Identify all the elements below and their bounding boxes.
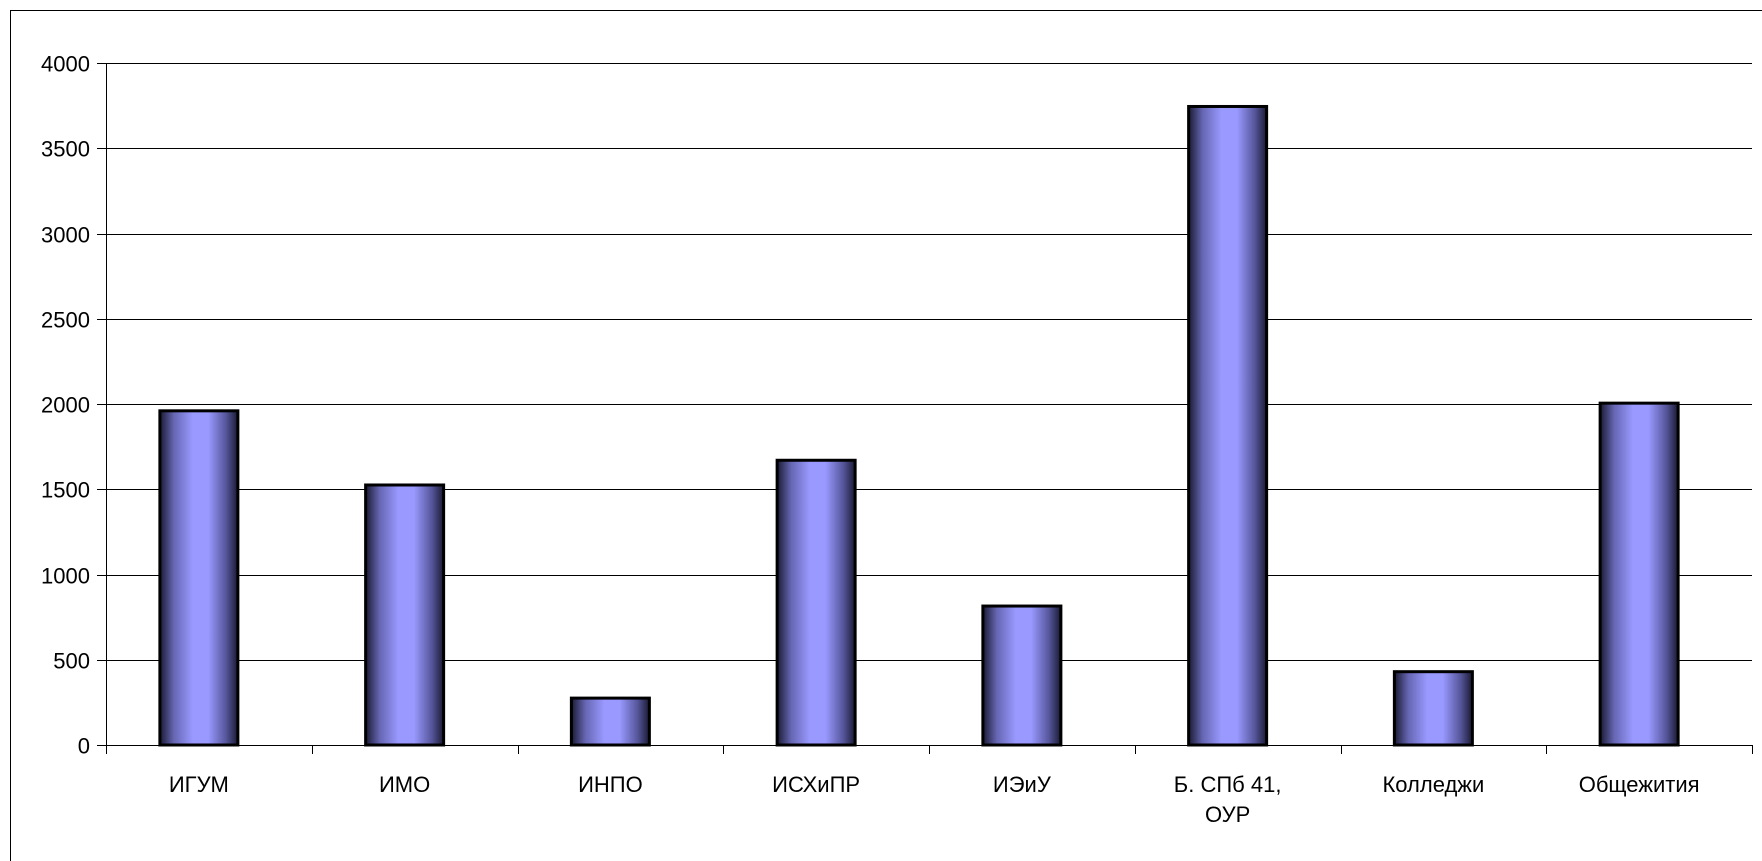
- x-tick-label: ОУР: [1205, 802, 1250, 827]
- bar-7: [1392, 670, 1474, 747]
- x-tick-label: Общежития: [1579, 772, 1700, 797]
- x-tick-label: ИЭиУ: [993, 772, 1052, 797]
- bars: [158, 104, 1680, 747]
- y-tick-label: 2000: [41, 393, 90, 418]
- bar-3: [569, 696, 651, 747]
- y-tick-label: 2500: [41, 308, 90, 333]
- bar-6: [1187, 104, 1269, 747]
- x-tick-label: ИСХиПР: [772, 772, 860, 797]
- x-tick-label: ИМО: [379, 772, 430, 797]
- x-tick-label: ИГУМ: [169, 772, 229, 797]
- x-tick-label: Колледжи: [1382, 772, 1484, 797]
- bar-1: [158, 409, 240, 747]
- x-tick-label: Б. СПб 41,: [1174, 772, 1282, 797]
- y-tick-labels: 0 500 1000 1500 2000 2500 3000 3500 4000: [41, 52, 90, 759]
- bar-5: [981, 604, 1063, 747]
- y-tick-label: 1500: [41, 478, 90, 503]
- bar-2: [364, 483, 446, 747]
- x-tick-labels: ИГУМ ИМО ИНПО ИСХиПР ИЭиУ Б. СПб 41, ОУР Коллед…: [169, 772, 1700, 827]
- x-tick-label: ИНПО: [578, 772, 643, 797]
- bar-4: [775, 458, 857, 747]
- y-tick-label: 500: [53, 649, 90, 674]
- gridlines: [106, 63, 1752, 661]
- y-tick-label: 4000: [41, 52, 90, 77]
- y-tick-label: 0: [78, 734, 90, 759]
- y-tick-label: 3000: [41, 223, 90, 248]
- bar-8: [1598, 401, 1680, 747]
- axes: [97, 63, 1753, 754]
- y-tick-label: 3500: [41, 137, 90, 162]
- y-tick-label: 1000: [41, 564, 90, 589]
